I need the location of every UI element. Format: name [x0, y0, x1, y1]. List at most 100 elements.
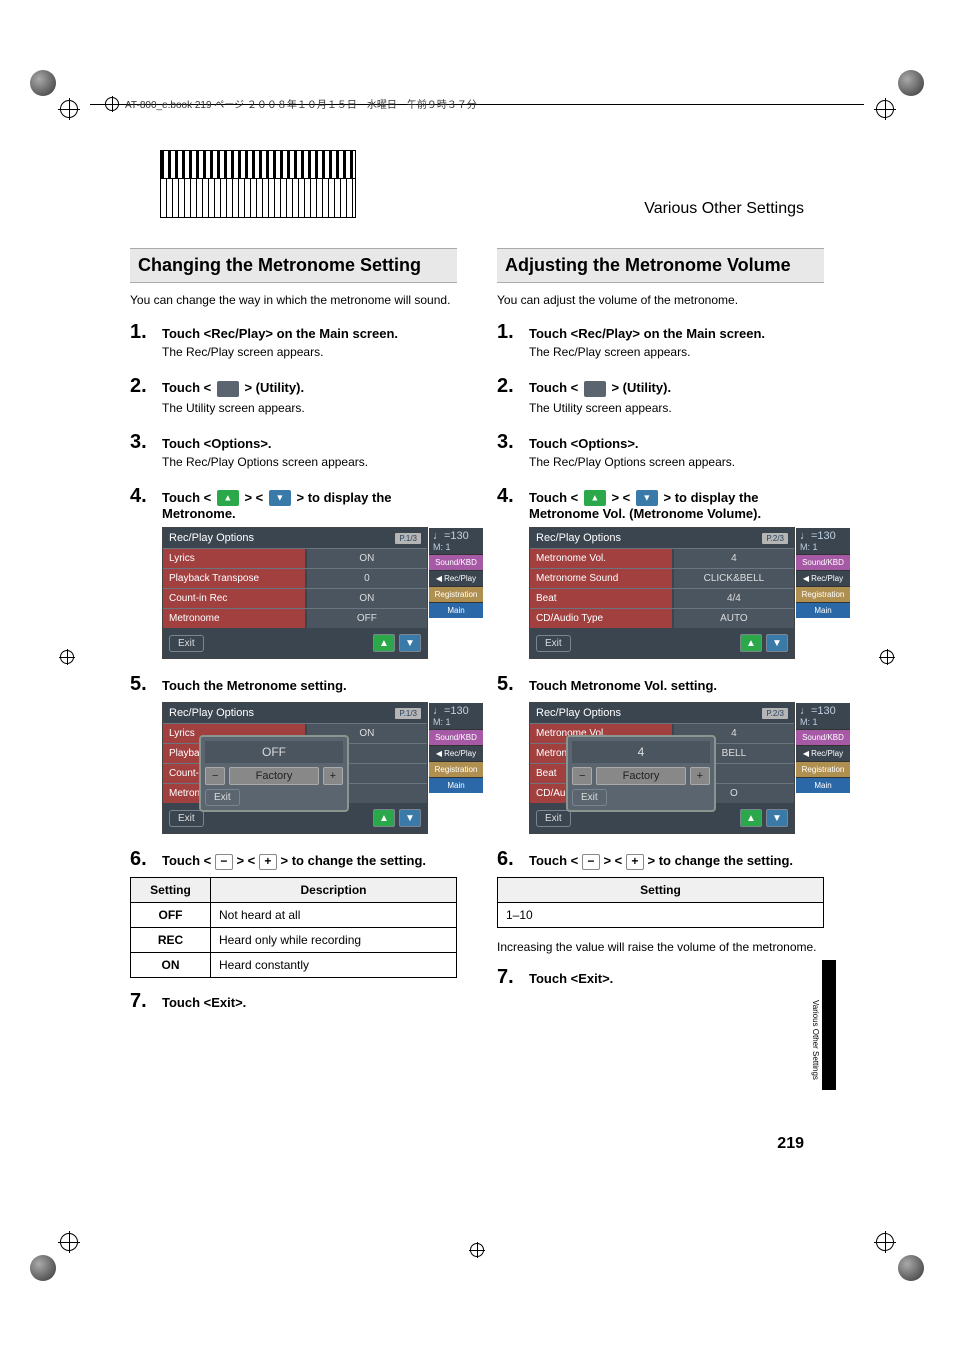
- down-arrow-icon: [269, 490, 291, 506]
- registration-button[interactable]: Registration: [796, 586, 850, 602]
- option-label[interactable]: Metronome Sound: [530, 569, 672, 588]
- crop-mark-right: [880, 650, 894, 664]
- right-step-6: 6. Touch < − > < + > to change the setti…: [497, 848, 824, 871]
- crop-mark-left: [60, 650, 74, 664]
- option-label[interactable]: Metronome: [163, 609, 305, 628]
- nav-up-button[interactable]: ▲: [373, 809, 395, 827]
- option-label[interactable]: Lyrics: [163, 549, 305, 568]
- step-num: 7.: [497, 966, 521, 989]
- step-num: 2.: [497, 375, 521, 398]
- sound-kbd-button[interactable]: Sound/KBD: [796, 554, 850, 570]
- right-step-2: 2. Touch < > (Utility). The Utility scre…: [497, 375, 824, 427]
- right-note: Increasing the value will raise the volu…: [497, 940, 824, 954]
- nav-down-button[interactable]: ▼: [399, 634, 421, 652]
- left-step-5: 5. Touch the Metronome setting.: [130, 673, 457, 696]
- book-info: AT-800_e.book 219 ページ ２００８年１０月１５日 水曜日 午前…: [125, 96, 477, 111]
- popup-exit-button[interactable]: Exit: [572, 789, 607, 806]
- minus-icon: −: [582, 854, 600, 870]
- sound-kbd-button[interactable]: Sound/KBD: [429, 729, 483, 745]
- option-value[interactable]: 4/4: [672, 589, 794, 608]
- exit-button[interactable]: Exit: [536, 635, 571, 652]
- right-step-3: 3. Touch <Options>. The Rec/Play Options…: [497, 431, 824, 481]
- nav-down-button[interactable]: ▼: [766, 634, 788, 652]
- step-num: 3.: [130, 431, 154, 454]
- minus-button[interactable]: −: [205, 767, 225, 785]
- value-popup: OFF − Factory + Exit: [199, 735, 349, 812]
- nav-up-button[interactable]: ▲: [740, 809, 762, 827]
- exit-button[interactable]: Exit: [536, 810, 571, 827]
- registration-button[interactable]: Registration: [429, 586, 483, 602]
- step-title: Touch < > < > to display the Metronome V…: [529, 490, 824, 522]
- ss-side-panel: ♩=130M: 1 Sound/KBD ◀Rec/Play Registrati…: [796, 703, 850, 793]
- table-cell: REC: [131, 928, 211, 953]
- page-number: 219: [777, 1135, 804, 1153]
- option-value[interactable]: CLICK&BELL: [672, 569, 794, 588]
- exit-button[interactable]: Exit: [169, 635, 204, 652]
- factory-button[interactable]: Factory: [596, 767, 685, 785]
- option-value[interactable]: OFF: [305, 609, 427, 628]
- right-step-4: 4. Touch < > < > to display the Metronom…: [497, 485, 824, 522]
- plus-icon: +: [626, 854, 644, 870]
- factory-button[interactable]: Factory: [229, 767, 318, 785]
- step-desc: The Rec/Play Options screen appears.: [162, 455, 457, 469]
- plus-button[interactable]: +: [690, 767, 710, 785]
- main-button[interactable]: Main: [429, 602, 483, 618]
- table-cell: 1–10: [498, 903, 824, 928]
- option-label[interactable]: Beat: [530, 589, 672, 608]
- minus-icon: −: [215, 854, 233, 870]
- left-step-7: 7. Touch <Exit>.: [130, 990, 457, 1013]
- option-value[interactable]: 4: [672, 549, 794, 568]
- nav-up-button[interactable]: ▲: [373, 634, 395, 652]
- left-intro: You can change the way in which the metr…: [130, 293, 457, 307]
- ss-title: Rec/Play Options: [169, 532, 254, 544]
- main-button[interactable]: Main: [796, 777, 850, 793]
- main-button[interactable]: Main: [796, 602, 850, 618]
- ss-side-panel: ♩=130M: 1 Sound/KBD ◀Rec/Play Registrati…: [429, 703, 483, 793]
- utility-icon: [217, 381, 239, 397]
- right-screenshot-2: ♩=130M: 1 Sound/KBD ◀Rec/Play Registrati…: [529, 702, 795, 834]
- option-value[interactable]: ON: [305, 549, 427, 568]
- main-button[interactable]: Main: [429, 777, 483, 793]
- right-step-1: 1. Touch <Rec/Play> on the Main screen. …: [497, 321, 824, 371]
- sound-kbd-button[interactable]: Sound/KBD: [796, 729, 850, 745]
- minus-button[interactable]: −: [572, 767, 592, 785]
- registration-button[interactable]: Registration: [796, 761, 850, 777]
- rec-play-button[interactable]: ◀Rec/Play: [796, 745, 850, 761]
- option-value[interactable]: 0: [305, 569, 427, 588]
- table-cell: OFF: [131, 903, 211, 928]
- nav-down-button[interactable]: ▼: [766, 809, 788, 827]
- option-label[interactable]: Playback Transpose: [163, 569, 305, 588]
- option-value[interactable]: AUTO: [672, 609, 794, 628]
- exit-button[interactable]: Exit: [169, 810, 204, 827]
- left-step-6: 6. Touch < − > < + > to change the setti…: [130, 848, 457, 871]
- side-tab-label: Various Other Settings: [811, 1000, 820, 1080]
- table-header: Setting: [498, 878, 824, 903]
- option-label[interactable]: Count-in Rec: [163, 589, 305, 608]
- registration-button[interactable]: Registration: [429, 761, 483, 777]
- table-header: Setting: [131, 878, 211, 903]
- ss-title: Rec/Play Options: [169, 707, 254, 719]
- section-label: Various Other Settings: [644, 200, 804, 218]
- option-value[interactable]: ON: [305, 589, 427, 608]
- left-step-3: 3. Touch <Options>. The Rec/Play Options…: [130, 431, 457, 481]
- rec-play-button[interactable]: ◀Rec/Play: [429, 570, 483, 586]
- ss-page: P.2/3: [762, 708, 788, 719]
- left-screenshot-1: ♩=130M: 1 Sound/KBD ◀Rec/Play Registrati…: [162, 527, 428, 659]
- plus-button[interactable]: +: [323, 767, 343, 785]
- nav-up-button[interactable]: ▲: [740, 634, 762, 652]
- popup-exit-button[interactable]: Exit: [205, 789, 240, 806]
- sound-kbd-button[interactable]: Sound/KBD: [429, 554, 483, 570]
- corner-deco-br: [864, 1221, 924, 1281]
- left-settings-table: SettingDescription OFFNot heard at all R…: [130, 877, 457, 978]
- option-label[interactable]: Metronome Vol.: [530, 549, 672, 568]
- nav-down-button[interactable]: ▼: [399, 809, 421, 827]
- rec-play-button[interactable]: ◀Rec/Play: [796, 570, 850, 586]
- option-label[interactable]: CD/Audio Type: [530, 609, 672, 628]
- step-title: Touch < > < > to display the Metronome.: [162, 490, 457, 522]
- step-desc: The Rec/Play Options screen appears.: [529, 455, 824, 469]
- right-heading: Adjusting the Metronome Volume: [497, 248, 824, 283]
- rec-play-button[interactable]: ◀Rec/Play: [429, 745, 483, 761]
- ss-page: P.1/3: [395, 708, 421, 719]
- step-title: Touch <Options>.: [529, 436, 824, 451]
- left-heading: Changing the Metronome Setting: [130, 248, 457, 283]
